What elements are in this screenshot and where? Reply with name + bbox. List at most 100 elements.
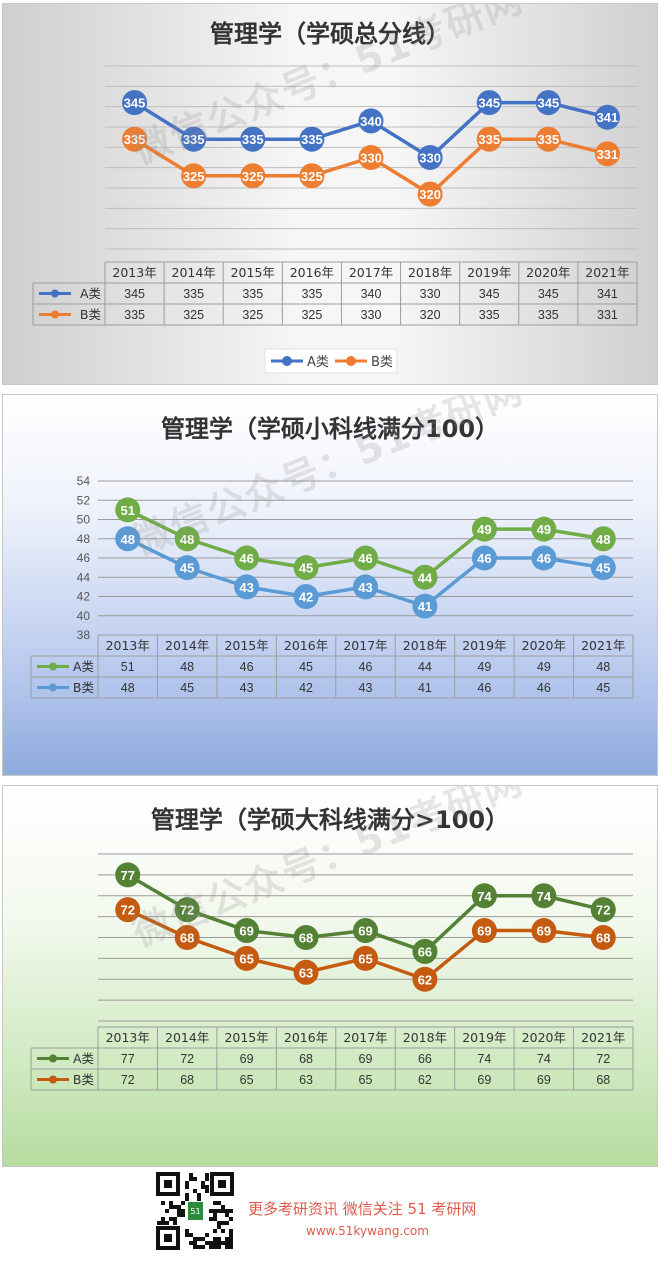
qr-cell (209, 1209, 213, 1213)
table-cell: 65 (240, 1073, 254, 1087)
table-cell: 335 (124, 308, 145, 322)
table-cell: 45 (180, 681, 194, 695)
data-point (471, 918, 497, 944)
table-cell: 72 (121, 1073, 135, 1087)
data-label: 335 (124, 132, 146, 147)
legend-label: A类 (307, 355, 329, 370)
data-point (240, 163, 266, 189)
qr-cell (225, 1209, 229, 1213)
data-point (299, 126, 325, 152)
qr-cell (225, 1213, 229, 1217)
table-cell: 335 (183, 287, 204, 301)
qr-cell (165, 1209, 169, 1213)
qr-cell (225, 1237, 229, 1241)
data-label: 68 (180, 931, 194, 946)
qr-cell (189, 1233, 193, 1237)
legend-key-marker (49, 662, 57, 671)
data-label: 335 (242, 132, 264, 147)
data-point (174, 526, 200, 552)
qr-cell (217, 1241, 221, 1245)
qr-cell (161, 1201, 165, 1205)
data-point (412, 938, 438, 964)
category-label: 2020年 (522, 1030, 566, 1045)
data-label: 325 (301, 169, 323, 184)
legend-marker (282, 356, 292, 366)
qr-cell (181, 1213, 185, 1217)
table-cell: 341 (597, 287, 618, 301)
data-label: 335 (301, 132, 323, 147)
qr-cell (205, 1173, 209, 1177)
data-point (115, 526, 141, 552)
data-point (122, 126, 148, 152)
data-point (353, 918, 378, 944)
qr-cell (173, 1221, 177, 1225)
category-label: 2017年 (343, 1030, 387, 1045)
data-point (590, 897, 616, 923)
category-label: 2021年 (585, 265, 629, 280)
small-subject-chart: 管理学（学硕小科线满分100） 54 52 50 48 46 44 42 40 38 51 48 46 4… (30, 415, 634, 699)
qr-cell (213, 1237, 217, 1241)
table-cell: 45 (299, 660, 313, 674)
data-point (417, 181, 443, 207)
y-tick-label: 42 (77, 590, 91, 604)
data-point (471, 516, 497, 542)
qr-cell (185, 1229, 189, 1233)
category-label: 2021年 (581, 1030, 625, 1045)
data-point (181, 126, 207, 152)
table-cell: 68 (180, 1073, 194, 1087)
data-label: 68 (596, 931, 610, 946)
category-label: 2016年 (284, 638, 328, 653)
table-cell: 74 (477, 1052, 491, 1066)
data-label: 43 (239, 580, 253, 595)
table-cell: 325 (242, 308, 263, 322)
data-point (412, 564, 438, 590)
table-cell: 345 (479, 287, 500, 301)
data-label: 46 (477, 551, 491, 566)
data-point (353, 545, 378, 571)
chart-panel-small-subject: 管理学（学硕小科线满分100） 54 52 50 48 46 44 42 40 38 51 48 46 4… (2, 394, 658, 776)
large-subject-chart: 管理学（学硕大科线满分>100） 77 72 69 68 69 66 74 74 72 72 68 65… (30, 806, 634, 1091)
y-tick-label: 38 (77, 628, 91, 642)
data-point (594, 141, 620, 167)
table-cell: 49 (537, 660, 551, 674)
table-cell: 72 (180, 1052, 194, 1066)
category-label: 2019年 (467, 265, 511, 280)
table-cell: 335 (479, 308, 500, 322)
y-tick-label: 54 (77, 474, 91, 488)
data-label: 49 (477, 522, 491, 537)
data-label: 62 (418, 972, 432, 987)
footer-website[interactable]: www.51kywang.com (306, 1224, 429, 1238)
table-cell: 68 (596, 1073, 610, 1087)
legend-key-marker (49, 1075, 57, 1084)
data-point (115, 862, 141, 888)
footer-promo-text: 更多考研资讯 微信关注 51 考研网 (248, 1200, 477, 1218)
data-label: 45 (299, 561, 313, 576)
data-label: 74 (477, 889, 492, 904)
series-name: B类 (73, 680, 95, 695)
data-label: 345 (537, 96, 559, 111)
table-cell: 69 (537, 1073, 551, 1087)
data-point (535, 126, 561, 152)
qr-cell (217, 1221, 221, 1225)
qr-cell (209, 1245, 213, 1249)
series-name: A类 (73, 1051, 95, 1066)
qr-cell (229, 1209, 233, 1213)
qr-cell (205, 1185, 209, 1189)
qr-cell (197, 1197, 201, 1201)
qr-cell (177, 1205, 181, 1209)
data-label: 69 (477, 924, 491, 939)
data-point (590, 925, 616, 950)
qr-code-icon: 51 (156, 1172, 234, 1250)
data-label: 48 (120, 532, 134, 547)
y-tick-label: 44 (77, 570, 91, 584)
table-cell: 77 (121, 1052, 135, 1066)
qr-cell (205, 1233, 209, 1237)
qr-cell (217, 1209, 221, 1213)
series-name: B类 (73, 1072, 95, 1087)
table-cell: 45 (596, 681, 610, 695)
qr-cell (193, 1241, 197, 1245)
legend-key-marker (51, 289, 59, 298)
series-name: B类 (80, 307, 102, 322)
qr-cell (201, 1245, 205, 1249)
chart-title: 管理学（学硕总分线） (210, 20, 450, 48)
